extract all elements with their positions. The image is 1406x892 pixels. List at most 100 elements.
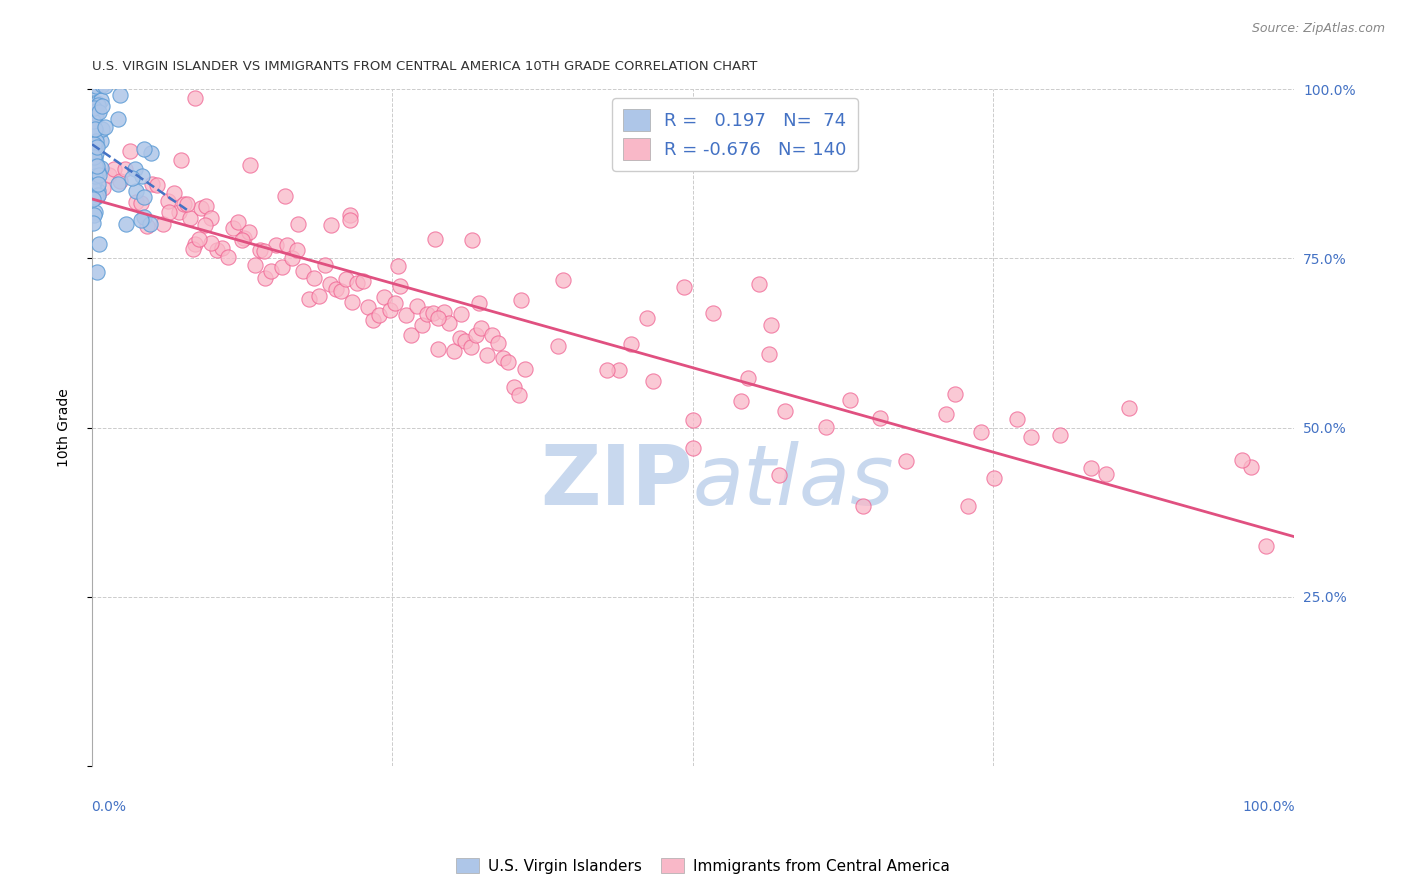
Point xyxy=(437,316,460,330)
Point xyxy=(319,277,342,291)
Point xyxy=(83,175,105,189)
Point xyxy=(302,270,325,285)
Point xyxy=(758,347,780,361)
Point xyxy=(115,218,138,232)
Text: 0.0%: 0.0% xyxy=(91,800,125,814)
Point xyxy=(319,218,342,232)
Point xyxy=(146,178,169,192)
Point xyxy=(273,189,295,203)
Point xyxy=(129,212,152,227)
Point xyxy=(83,122,105,136)
Point xyxy=(416,306,439,320)
Point xyxy=(157,194,180,208)
Point xyxy=(90,134,112,148)
Point xyxy=(131,169,153,184)
Text: U.S. VIRGIN ISLANDER VS IMMIGRANTS FROM CENTRAL AMERICA 10TH GRADE CORRELATION C: U.S. VIRGIN ISLANDER VS IMMIGRANTS FROM … xyxy=(91,60,758,72)
Point xyxy=(222,220,245,235)
Point xyxy=(1230,453,1253,467)
Point xyxy=(87,236,110,251)
Point xyxy=(82,126,104,140)
Point xyxy=(426,310,449,325)
Point xyxy=(454,334,477,348)
Point xyxy=(90,99,112,113)
Point xyxy=(217,251,239,265)
Point xyxy=(346,277,368,291)
Point xyxy=(297,292,319,306)
Point xyxy=(373,290,395,304)
Point xyxy=(90,161,112,176)
Point xyxy=(84,78,107,93)
Point xyxy=(292,263,315,277)
Point xyxy=(460,340,482,354)
Point xyxy=(1118,401,1140,415)
Point xyxy=(83,141,105,155)
Point xyxy=(702,305,724,319)
Point xyxy=(249,244,271,258)
Point xyxy=(228,214,250,228)
Point xyxy=(498,355,520,369)
Point xyxy=(395,308,418,322)
Point xyxy=(83,101,105,115)
Point xyxy=(970,425,993,439)
Point xyxy=(83,153,105,167)
Point xyxy=(194,218,217,232)
Point xyxy=(181,242,204,256)
Point xyxy=(643,374,665,388)
Point xyxy=(82,151,104,165)
Point xyxy=(139,217,162,231)
Point xyxy=(553,273,575,287)
Point xyxy=(134,210,156,224)
Point xyxy=(205,243,228,257)
Point xyxy=(254,271,277,285)
Point xyxy=(935,408,957,422)
Point xyxy=(1049,428,1071,442)
Point xyxy=(983,470,1005,484)
Point xyxy=(84,146,107,161)
Point xyxy=(87,184,110,198)
Point xyxy=(253,244,276,259)
Point xyxy=(93,181,115,195)
Point xyxy=(82,121,104,136)
Text: 100.0%: 100.0% xyxy=(1241,800,1295,814)
Point xyxy=(340,294,363,309)
Point xyxy=(83,149,105,163)
Point xyxy=(956,500,979,514)
Point xyxy=(97,168,120,182)
Point xyxy=(339,213,361,227)
Point xyxy=(157,205,180,219)
Point xyxy=(107,112,129,127)
Point xyxy=(211,242,233,256)
Point xyxy=(1095,467,1118,482)
Point xyxy=(1240,460,1263,475)
Point xyxy=(839,392,862,407)
Point xyxy=(86,190,108,204)
Point xyxy=(83,208,105,222)
Point xyxy=(200,236,222,251)
Point xyxy=(105,72,128,87)
Point xyxy=(82,120,104,135)
Point xyxy=(682,413,704,427)
Point xyxy=(672,280,695,294)
Point xyxy=(179,211,201,226)
Point xyxy=(190,201,212,215)
Point xyxy=(124,161,146,176)
Point xyxy=(285,244,308,258)
Point xyxy=(281,252,304,266)
Point xyxy=(91,121,114,136)
Point xyxy=(141,177,163,191)
Point xyxy=(167,205,190,219)
Point xyxy=(89,169,111,183)
Point xyxy=(869,410,891,425)
Point xyxy=(173,197,195,211)
Point xyxy=(1005,412,1028,426)
Point xyxy=(894,454,917,468)
Point xyxy=(450,307,472,321)
Point xyxy=(636,310,658,325)
Text: atlas: atlas xyxy=(693,442,894,523)
Point xyxy=(82,181,104,195)
Point xyxy=(183,90,205,104)
Point xyxy=(607,363,630,377)
Point xyxy=(82,150,104,164)
Point xyxy=(86,160,108,174)
Point xyxy=(83,113,105,128)
